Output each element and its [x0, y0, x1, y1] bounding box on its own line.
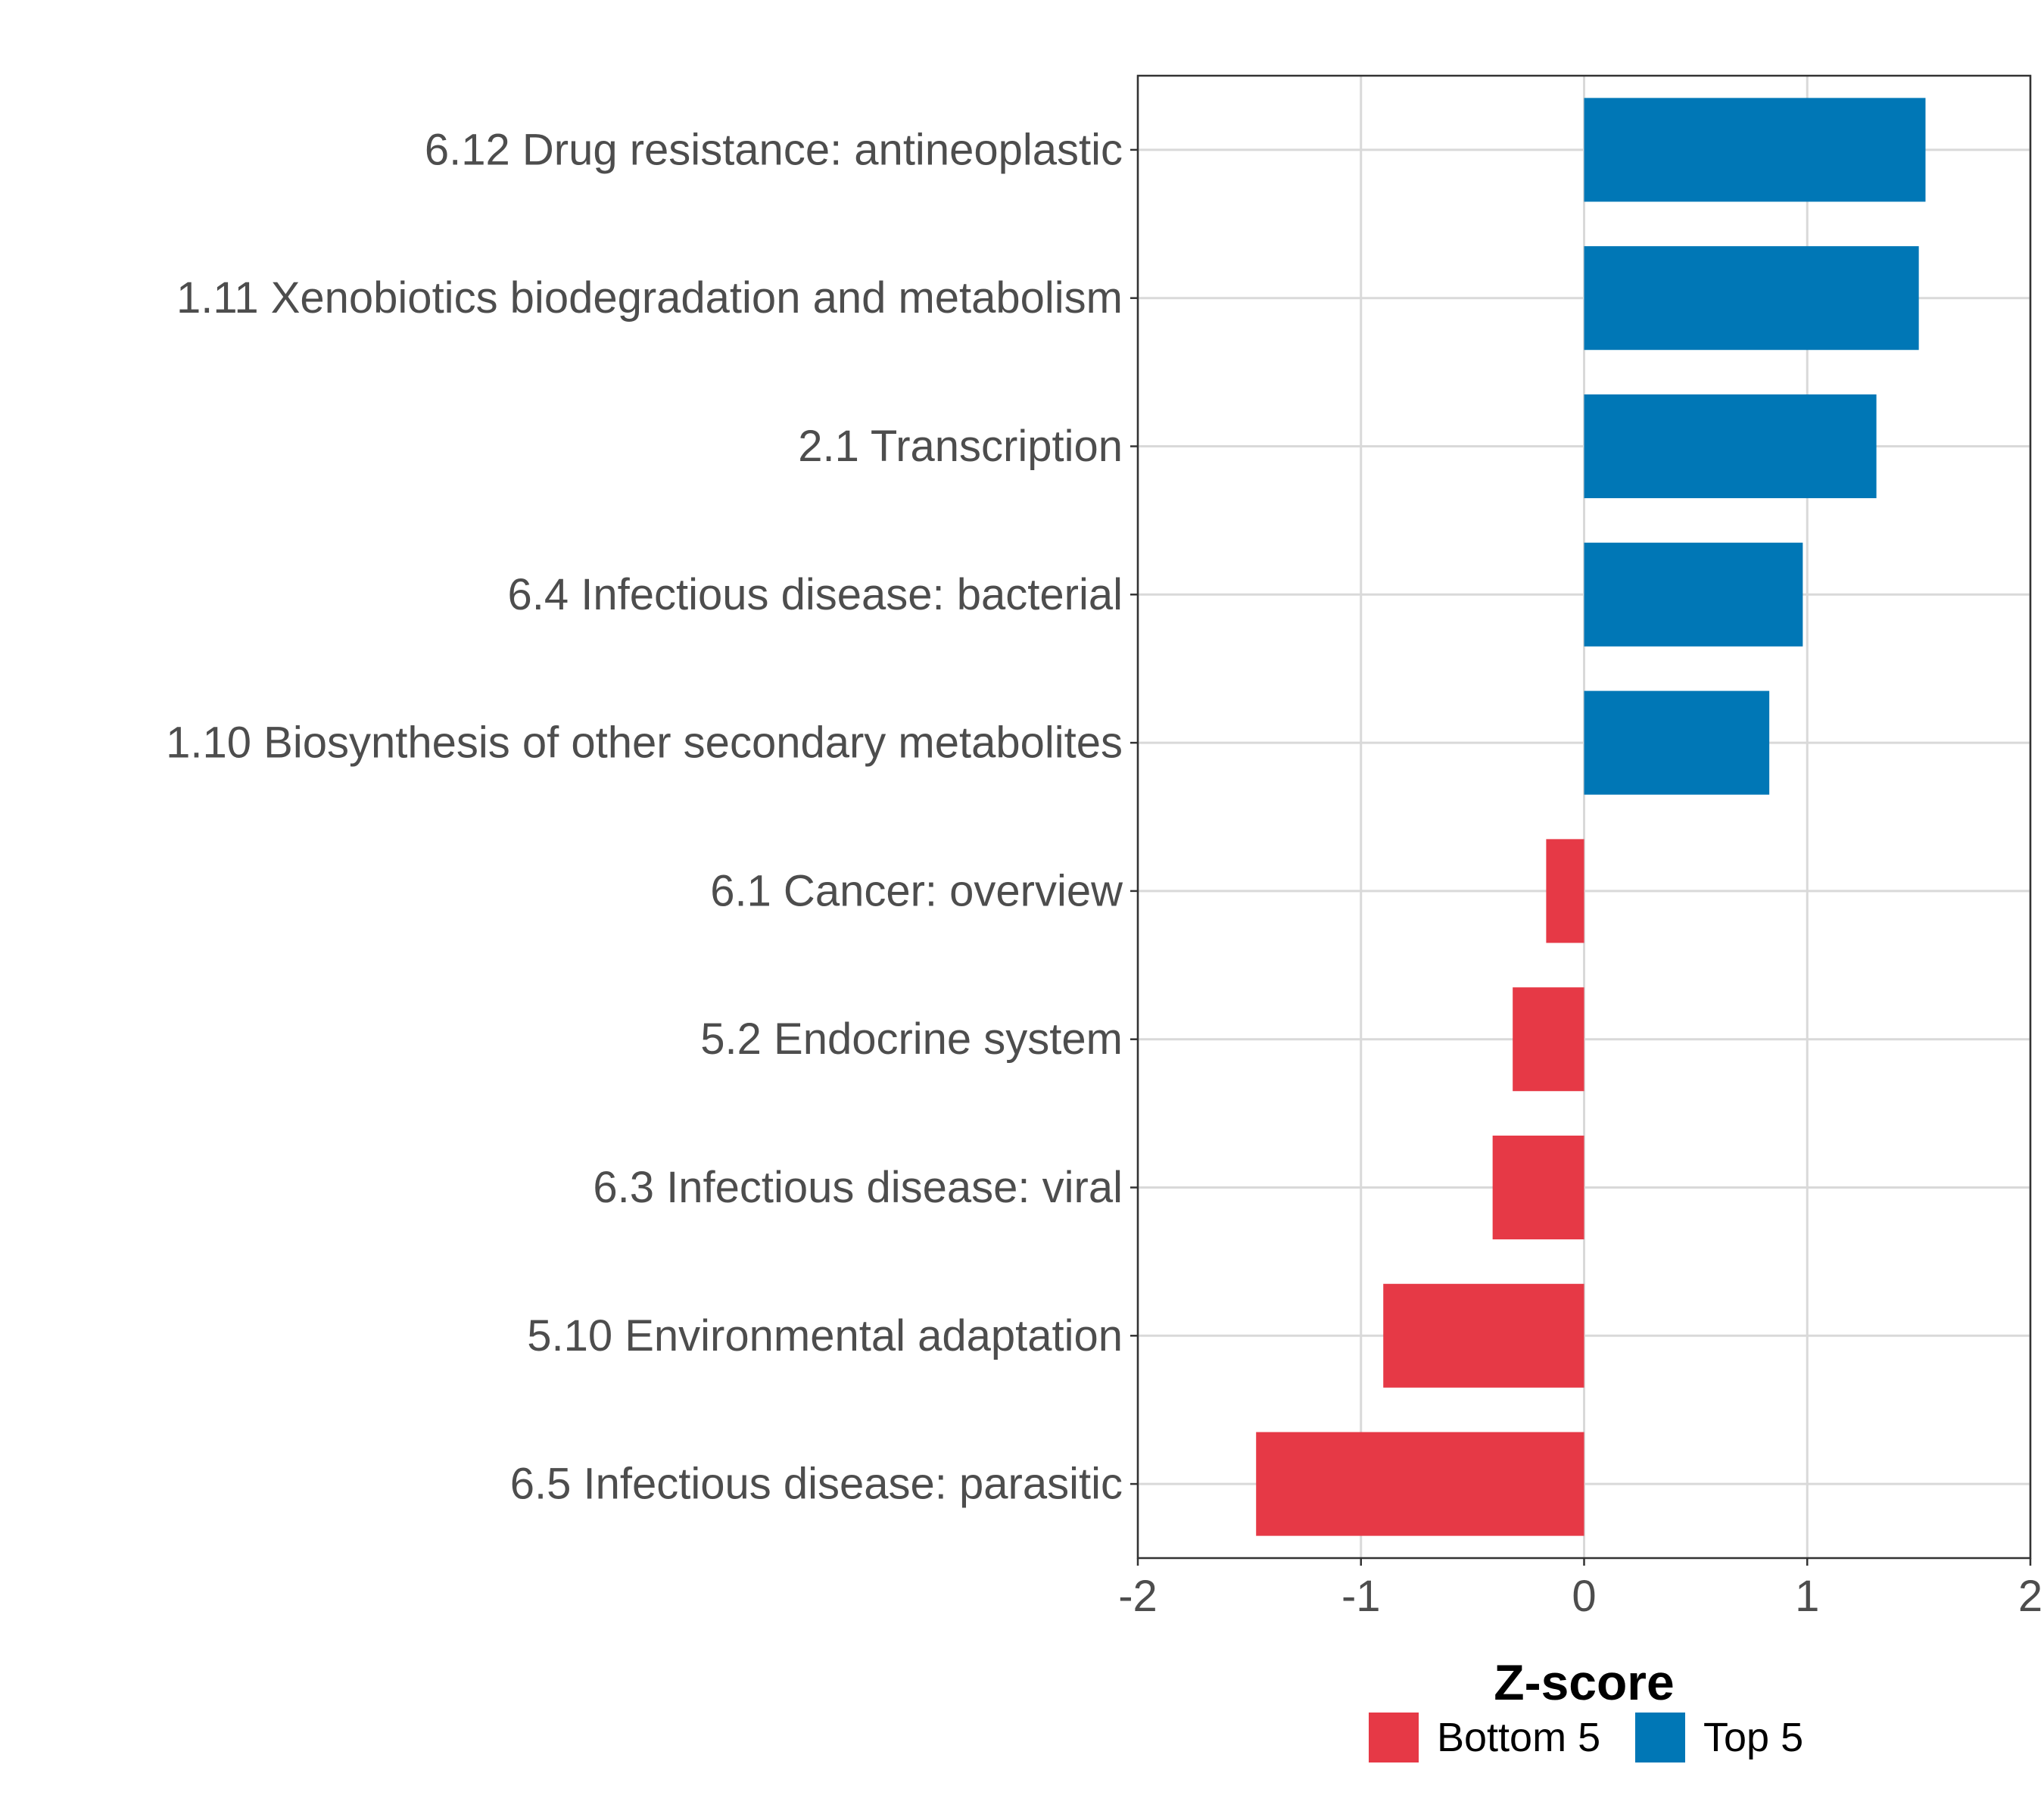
x-tick-label: 2: [2018, 1572, 2042, 1621]
bar-bottom: [1513, 987, 1584, 1092]
y-tick-label: 1.10 Biosynthesis of other secondary met…: [166, 718, 1123, 768]
legend-key-top: [1635, 1713, 1685, 1762]
bar-top: [1584, 98, 1926, 202]
x-axis-title: Z-score: [1494, 1654, 1674, 1710]
x-tick-label: 1: [1795, 1572, 1819, 1621]
y-tick-label: 6.5 Infectious disease: parasitic: [510, 1460, 1123, 1509]
bar-top: [1584, 542, 1803, 647]
legend-label: Top 5: [1703, 1715, 1803, 1760]
bar-bottom: [1492, 1135, 1584, 1240]
bar-bottom: [1546, 839, 1584, 943]
y-axis: 6.12 Drug resistance: antineoplastic 1.11…: [166, 125, 1138, 1509]
y-tick-label: 5.10 Environmental adaptation: [527, 1311, 1123, 1360]
y-tick-label: 6.4 Infectious disease: bacterial: [508, 570, 1123, 619]
y-tick-label: 6.12 Drug resistance: antineoplastic: [425, 125, 1123, 174]
bars: [1256, 98, 1926, 1536]
x-tick-label: 0: [1572, 1572, 1596, 1621]
legend-key-bottom: [1369, 1713, 1419, 1762]
bar-top: [1584, 394, 1877, 499]
x-tick-label: -1: [1341, 1572, 1381, 1621]
y-tick-label: 6.1 Cancer: overview: [710, 866, 1123, 915]
bar-top: [1584, 246, 1919, 351]
legend: Bottom 5 Top 5: [1369, 1713, 1803, 1762]
bar-top: [1584, 690, 1770, 795]
x-axis: -2 -1 0 1 2: [1118, 1558, 2042, 1621]
y-tick-label: 5.2 Endocrine system: [700, 1014, 1123, 1064]
y-tick-label: 6.3 Infectious disease: viral: [593, 1163, 1123, 1212]
legend-label: Bottom 5: [1437, 1715, 1600, 1760]
x-tick-label: -2: [1118, 1572, 1158, 1621]
y-tick-label: 2.1 Transcription: [798, 422, 1123, 471]
bar-bottom: [1383, 1283, 1584, 1388]
bar-bottom: [1256, 1432, 1584, 1536]
y-tick-label: 1.11 Xenobiotics biodegradation and meta…: [176, 273, 1123, 323]
